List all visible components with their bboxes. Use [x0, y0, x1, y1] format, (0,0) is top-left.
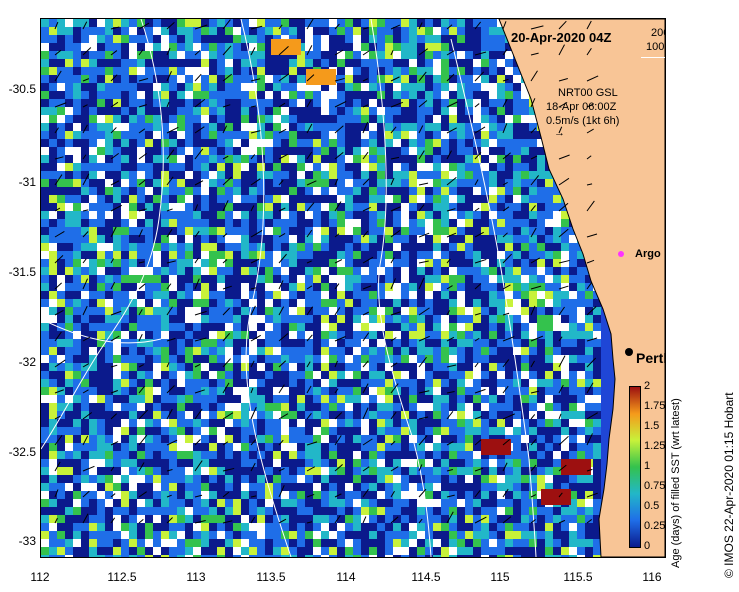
- colorbar-tick: 0.75: [644, 480, 666, 492]
- colorbar-tick: 2: [644, 380, 651, 392]
- current-source-label: NRT00 GSL: [558, 87, 618, 99]
- y-tick-label: -30.5: [8, 82, 36, 96]
- coastline-land: [498, 19, 665, 557]
- city-label: Perth: [636, 350, 665, 366]
- y-tick-label: -32: [18, 355, 36, 369]
- colorbar-tick: 1.5: [644, 420, 660, 432]
- argo-float-marker: [618, 251, 624, 257]
- colorbar-tick: 1: [644, 460, 651, 472]
- isobath-legend-1000m: 1000m: [646, 41, 665, 53]
- x-tick-label: 114.5: [411, 570, 441, 584]
- current-vectors: [54, 19, 599, 524]
- current-scale-label: 0.5m/s (1kt 6h): [546, 115, 620, 127]
- map-canvas: [41, 19, 665, 557]
- x-tick-label: 113.5: [256, 570, 286, 584]
- colorbar-tick: 1.25: [644, 440, 666, 452]
- current-scale-arrow: →: [554, 127, 565, 139]
- colorbar-tick: 0.5: [644, 500, 660, 512]
- y-tick-label: -31.5: [8, 265, 36, 279]
- colorbar-tick: 0.25: [644, 520, 666, 532]
- x-tick-label: 115.5: [563, 570, 593, 584]
- colorbar: [629, 386, 641, 548]
- x-tick-label: 112: [30, 570, 50, 584]
- current-time-label: 18-Apr 06:00Z: [546, 101, 617, 113]
- y-tick-label: -33: [18, 534, 36, 548]
- sst-field: [41, 19, 601, 557]
- sst-map: 20-Apr-2020 04Z 200m 1000m NRT00 GSL 18-…: [40, 18, 666, 558]
- argo-label: Argo: [635, 248, 661, 260]
- x-tick-label: 113: [186, 570, 206, 584]
- y-tick-label: -31: [18, 175, 36, 189]
- isobath-legend-200m: 200m: [651, 27, 665, 39]
- x-tick-label: 112.5: [107, 570, 137, 584]
- colorbar-tick: 1.75: [644, 400, 666, 412]
- colorbar-title: Age (days) of filled SST (wrt latest): [670, 398, 682, 568]
- credit-text: © IMOS 22-Apr-2020 01:15 Hobart: [722, 392, 736, 578]
- x-tick-label: 114: [336, 570, 356, 584]
- x-tick-label: 116: [642, 570, 662, 584]
- y-tick-label: -32.5: [8, 445, 36, 459]
- colorbar-tick: 0: [644, 540, 651, 552]
- map-title: 20-Apr-2020 04Z: [511, 30, 612, 45]
- x-tick-label: 115: [490, 570, 510, 584]
- city-marker: [625, 348, 633, 356]
- isobath-legend-line: [641, 57, 665, 58]
